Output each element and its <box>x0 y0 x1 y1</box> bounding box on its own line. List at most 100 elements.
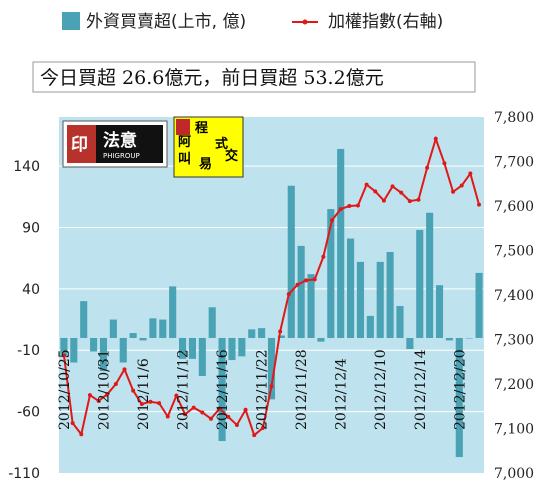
index-point <box>295 282 300 287</box>
index-point <box>200 410 205 415</box>
bar <box>307 274 315 338</box>
bar <box>159 319 167 338</box>
bar <box>80 301 88 338</box>
x-tick-label: 2012/12/14 <box>413 349 429 430</box>
index-point <box>79 432 84 437</box>
bar <box>366 315 374 338</box>
bar <box>416 229 424 338</box>
index-point <box>477 202 481 207</box>
index-point <box>96 398 101 403</box>
index-point <box>260 426 265 431</box>
bar-series <box>60 148 483 458</box>
bar <box>129 333 137 338</box>
bar <box>109 319 117 338</box>
index-point <box>459 183 464 188</box>
right-tick-label: 7,200 <box>494 377 534 393</box>
right-tick-label: 7,600 <box>494 199 534 215</box>
bar <box>406 337 414 350</box>
bar <box>396 306 404 338</box>
bar <box>228 337 236 361</box>
index-point <box>433 136 438 141</box>
program-trading-logo: 阿 程 式 叫 易 交 <box>173 116 244 178</box>
left-tick-label: 40 <box>22 282 40 298</box>
index-point <box>208 416 213 421</box>
index-point <box>139 402 144 407</box>
left-tick-label: 140 <box>13 159 40 175</box>
x-tick-label: 2012/10/31 <box>96 349 112 430</box>
right-tick-label: 7,300 <box>494 333 534 349</box>
bar <box>376 261 384 338</box>
index-point <box>113 382 118 386</box>
index-point <box>312 277 317 282</box>
legend-bar-label: 外資買賣超(上市, 億) <box>86 12 246 32</box>
legend-line-marker <box>302 19 308 25</box>
bar <box>178 337 187 359</box>
bar <box>287 185 295 338</box>
right-tick-label: 7,100 <box>494 422 534 438</box>
bar <box>347 238 355 338</box>
x-tick-label: 2012/12/4 <box>334 358 350 430</box>
index-point <box>407 199 412 204</box>
index-point <box>87 393 92 398</box>
logo2-mark <box>176 119 190 135</box>
right-axis: 7,000 7,100 7,200 7,300 7,400 7,500 7,600 7,700… <box>494 110 534 482</box>
right-tick-label: 7,000 <box>494 466 534 482</box>
index-point <box>364 182 369 187</box>
logo2-char-1: 程 <box>195 121 208 136</box>
x-tick-label: 2012/12/20 <box>452 349 468 430</box>
bar <box>277 335 285 338</box>
left-axis: -110 -60 -10 40 90 140 <box>8 159 40 482</box>
bar <box>465 337 473 339</box>
bar <box>435 285 444 338</box>
left-tick-label: -60 <box>17 405 40 421</box>
index-point <box>373 189 378 194</box>
index-point <box>321 254 326 259</box>
bar <box>386 252 394 338</box>
index-point <box>425 165 430 170</box>
index-point <box>451 189 456 194</box>
bar <box>317 337 325 342</box>
bar <box>99 337 108 372</box>
bar <box>70 337 78 363</box>
legend-bar-swatch <box>62 12 80 30</box>
summary-box <box>32 61 476 93</box>
left-tick-label: -10 <box>17 343 40 359</box>
bar <box>258 328 266 338</box>
index-point <box>183 412 188 417</box>
index-point <box>390 184 395 189</box>
bar <box>60 337 68 357</box>
bar <box>337 148 345 338</box>
right-tick-label: 7,700 <box>494 155 534 171</box>
index-point <box>131 388 136 393</box>
logo-text: 法意 <box>103 130 137 151</box>
index-point <box>338 207 343 212</box>
x-tick-label: 2012/11/6 <box>136 358 152 430</box>
summary-text: 今日買超 26.6億元，前日買超 53.2億元 <box>40 67 384 89</box>
index-point <box>165 414 170 419</box>
left-tick-label: 90 <box>22 220 40 236</box>
bar <box>208 307 216 338</box>
x-tick-label: 2012/11/16 <box>215 349 231 430</box>
right-tick-label: 7,800 <box>494 110 534 126</box>
line-series <box>62 135 481 438</box>
x-tick-label: 2012/11/12 <box>176 349 192 430</box>
bar <box>238 337 246 357</box>
index-point <box>226 414 231 419</box>
bar <box>455 337 463 458</box>
x-tick-label: 2012/11/28 <box>294 349 310 430</box>
index-point <box>62 353 66 358</box>
index-point <box>468 171 473 176</box>
left-tick-label: -110 <box>8 466 40 482</box>
index-point <box>347 204 352 208</box>
index-point <box>355 203 360 208</box>
svg-text:印: 印 <box>71 135 88 155</box>
index-point <box>399 190 404 195</box>
x-tick-label: 2012/10/25 <box>57 349 73 430</box>
index-point <box>269 384 274 389</box>
logo-sub: PHIGROUP <box>103 152 140 160</box>
logo2-char-3: 叫 <box>178 151 191 167</box>
index-point <box>70 421 75 426</box>
index-point <box>122 367 127 372</box>
index-point <box>278 329 283 334</box>
